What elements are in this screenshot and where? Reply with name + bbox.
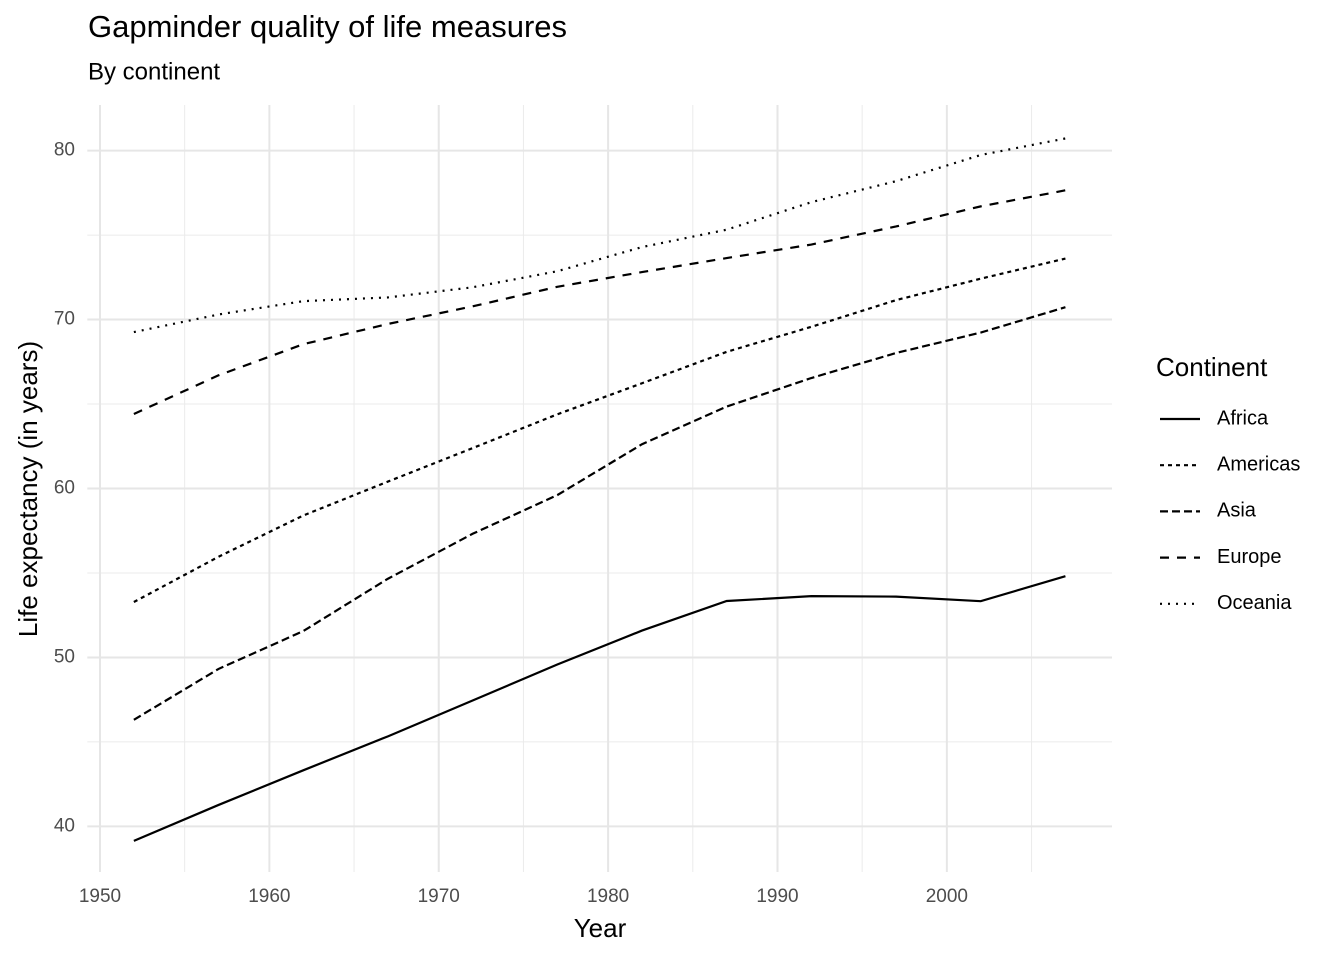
legend-title: Continent [1156,352,1268,382]
legend-label: Oceania [1217,592,1292,614]
series-line [133,137,1066,334]
series-line [133,257,1066,604]
y-tick-label: 70 [54,309,75,330]
series-line [133,575,1066,842]
x-tick-label: 1980 [587,886,629,907]
y-axis-title: Life expectancy (in years) [13,341,43,637]
chart-title: Gapminder quality of life measures [88,9,567,44]
chart-subtitle: By continent [88,58,220,85]
legend-label: Africa [1217,407,1269,429]
y-tick-label: 50 [54,646,75,667]
legend-label: Europe [1217,546,1282,568]
x-axis-title: Year [574,913,627,943]
y-tick-label: 40 [54,815,75,836]
series-line [133,189,1066,416]
legend-label: Americas [1217,453,1300,475]
grid [87,105,1112,872]
x-tick-label: 1990 [756,886,798,907]
x-tick-label: 1970 [418,886,460,907]
y-tick-label: 80 [54,140,75,161]
y-tick-label: 60 [54,478,75,499]
x-tick-label: 2000 [926,886,968,907]
legend: Continent Africa Americas Asia Europe Oceania [1156,352,1300,614]
x-tick-label: 1950 [79,886,121,907]
x-tick-label: 1960 [248,886,290,907]
series-line [133,306,1066,721]
plot-lines [133,137,1066,842]
legend-label: Asia [1217,500,1257,522]
